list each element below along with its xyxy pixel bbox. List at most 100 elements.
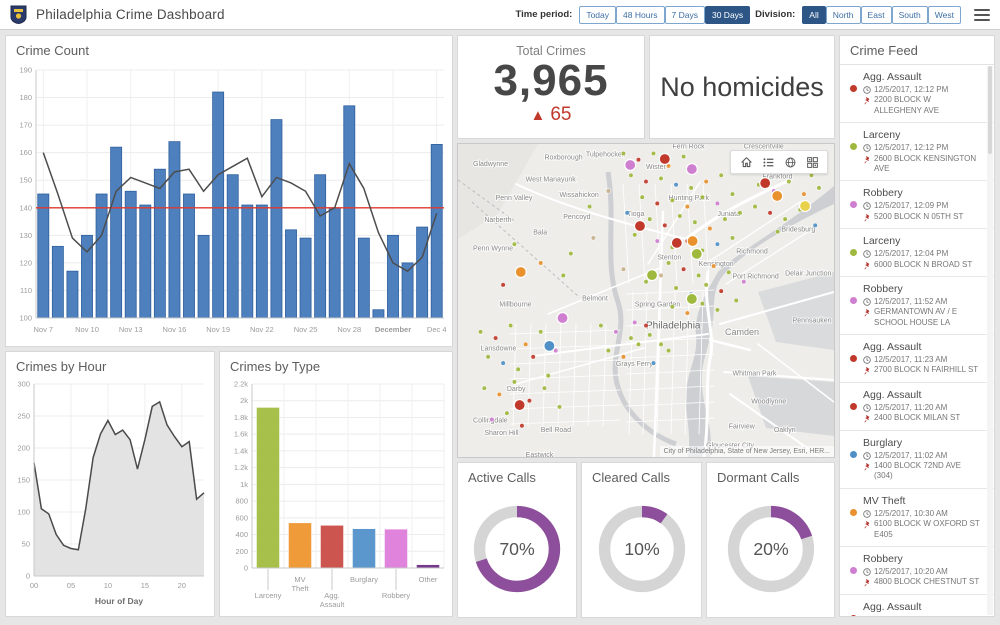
svg-text:05: 05 [67,581,75,590]
svg-text:2k: 2k [240,396,248,405]
svg-text:December: December [375,325,411,334]
delta-up-icon: ▲ [530,107,546,125]
total-crimes-panel: Total Crimes 3,965 ▲ 65 [457,35,645,139]
time-period-button-7-days[interactable]: 7 Days [664,6,705,24]
crime-feed-item[interactable]: Larceny 12/5/2017, 12:12 PM 2600 BLOCK KEN… [840,123,994,182]
svg-text:50: 50 [22,540,30,549]
time-period-button-today[interactable]: Today [579,6,617,24]
crime-feed-item[interactable]: Agg. Assault 12/5/2017, 11:23 AM 2700 BLOC… [840,335,994,383]
svg-text:0: 0 [26,572,30,581]
svg-text:Oaklyn: Oaklyn [774,427,796,434]
crime-type-dot [850,296,857,304]
division-button-south[interactable]: South [891,6,928,24]
crime-feed-list: Agg. Assault 12/5/2017, 12:12 PM 2200 BLOC… [840,65,994,616]
svg-text:Stenton: Stenton [657,255,681,262]
svg-text:Belmont: Belmont [582,295,608,302]
crimes-by-type-chart[interactable]: 0 200 400 600 800 1k 1.2k 1.4k 1.6k 1.8k 2k 2.2k Lar… [220,376,452,614]
crime-type-label: Larceny [863,235,901,248]
crime-feed-item[interactable]: Burglary 12/5/2017, 11:02 AM 1400 BLOCK 72… [840,431,994,489]
svg-text:1k: 1k [240,480,248,489]
crimes-by-hour-panel: Crimes by Hour 0 50 100 150 200 250 300 00 05 10 1… [5,351,215,617]
svg-text:130: 130 [19,231,32,240]
crime-feed-item[interactable]: Robbery 12/5/2017, 11:52 AM GERMANTOWN AV … [840,277,994,336]
svg-text:Burglary: Burglary [350,575,378,584]
crime-count-chart[interactable]: 100 110 120 130 140 150 160 170 180 190 Nov 7 Nov 1… [6,60,452,344]
svg-text:200: 200 [17,444,30,453]
svg-text:Crescentville: Crescentville [744,144,784,151]
crime-feed-item[interactable]: Robbery 12/5/2017, 10:20 AM 4800 BLOCK CHE… [840,547,994,595]
svg-text:Lansdowne: Lansdowne [481,345,517,352]
svg-text:Gloucester City: Gloucester City [706,442,754,449]
crime-datetime: 12/5/2017, 12:09 PM [863,201,980,211]
crime-datetime: 12/5/2017, 10:20 AM [863,567,980,577]
crime-feed-item[interactable]: Robbery 12/5/2017, 12:09 PM 5200 BLOCK N 0… [840,181,994,230]
crimes-by-type-title: Crimes by Type [230,359,321,374]
division-button-all[interactable]: All [802,6,826,24]
svg-text:800: 800 [235,497,248,506]
crime-datetime: 12/5/2017, 11:23 AM [863,355,980,365]
crime-type-label: Robbery [863,552,903,565]
crimes-by-type-panel: Crimes by Type 0 200 400 600 800 1k 1.2k 1.4k 1.… [219,351,453,617]
dormant-calls-panel: Dormant Calls 20% [706,462,835,618]
map-attribution: City of Philadelphia, State of New Jerse… [659,446,834,457]
crime-count-title: Crime Count [16,43,89,58]
header-bar: Philadelphia Crime Dashboard Time period… [0,0,1000,30]
crime-type-label: Robbery [863,282,903,295]
svg-text:20: 20 [178,581,186,590]
division-button-north[interactable]: North [825,6,861,24]
crime-type-label: MV Theft [863,494,906,507]
division-button-west[interactable]: West [927,6,961,24]
svg-text:Eastwick: Eastwick [526,452,554,457]
svg-text:110: 110 [20,286,32,295]
svg-text:Kensington: Kensington [699,261,734,268]
crimes-by-hour-chart[interactable]: 0 50 100 150 200 250 300 00 05 10 15 20 Hour of Day [6,376,214,614]
svg-text:180: 180 [19,93,32,102]
svg-text:Gladwynne: Gladwynne [473,161,508,168]
basemap-icon[interactable] [801,154,823,170]
svg-text:Philadelphia: Philadelphia [646,321,701,332]
svg-text:0: 0 [244,564,248,573]
crime-feed-item[interactable]: MV Theft 12/5/2017, 10:30 AM 6100 BLOCK W … [840,489,994,547]
svg-text:Bridesburg: Bridesburg [781,227,815,234]
crime-feed-item[interactable]: Agg. Assault 12/5/2017, 12:12 PM 2200 BLOC… [840,65,994,124]
layers-icon[interactable] [779,154,801,170]
svg-text:Assault: Assault [320,600,346,609]
active-calls-title: Active Calls [468,470,536,485]
svg-text:Woodlynne: Woodlynne [751,399,786,406]
crime-address: GERMANTOWN AV / E SCHOOL HOUSE LA [863,307,980,328]
home-icon[interactable] [735,154,757,170]
svg-text:Bell Road: Bell Road [541,427,571,434]
time-period-button-48-hours[interactable]: 48 Hours [616,6,665,24]
svg-text:1.8k: 1.8k [234,413,248,422]
svg-text:150: 150 [17,476,30,485]
crime-type-label: Agg. Assault [863,600,922,613]
svg-text:Bala: Bala [533,230,547,237]
division-label: Division: [755,9,796,20]
crime-type-label: Robbery [863,187,903,200]
dormant-calls-gauge: 20% [727,505,814,593]
svg-text:Frankford: Frankford [763,173,793,180]
svg-text:100: 100 [17,508,30,517]
cleared-calls-panel: Cleared Calls 10% [581,462,702,618]
svg-text:1.2k: 1.2k [234,463,248,472]
svg-text:200: 200 [235,547,248,556]
feed-scrollbar[interactable] [987,66,993,615]
division-button-east[interactable]: East [860,6,892,24]
svg-text:Nov 13: Nov 13 [119,325,143,334]
crime-feed-item[interactable]: Larceny 12/5/2017, 12:04 PM 6000 BLOCK N B… [840,229,994,277]
crime-feed-panel: Crime Feed Agg. Assault 12/5/2017, 12:12 … [839,35,995,617]
svg-text:Port Richmond: Port Richmond [732,273,778,280]
active-calls-panel: Active Calls 70% [457,462,577,618]
svg-text:Wissahickon: Wissahickon [560,192,599,199]
time-period-button-30-days[interactable]: 30 Days [704,6,751,24]
feed-scrollbar-thumb[interactable] [988,66,992,154]
crime-feed-item[interactable]: Agg. Assault 12/5/2017, 11:20 AM 2400 BLOC… [840,383,994,431]
svg-text:Camden: Camden [725,327,759,337]
legend-icon[interactable] [757,154,779,170]
menu-icon[interactable] [974,8,990,21]
svg-text:Penn Wynne: Penn Wynne [473,245,513,252]
svg-text:Millbourne: Millbourne [499,302,531,309]
crime-map[interactable]: Gladwynne Roxborough Tulpehocken Wister Fern… [458,144,834,457]
svg-text:00: 00 [30,581,38,590]
